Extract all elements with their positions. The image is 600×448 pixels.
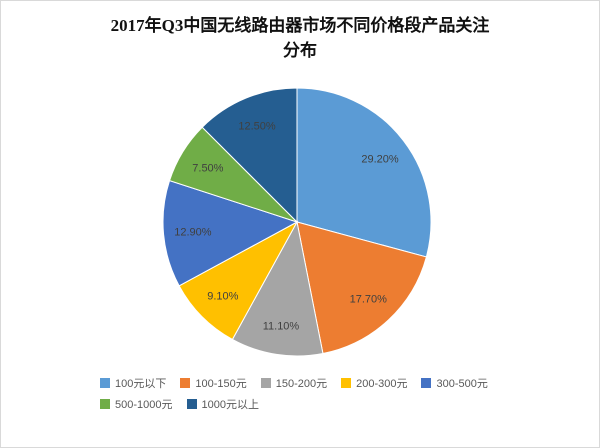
legend-label-3: 200-300元 [356, 378, 408, 391]
legend-label-0: 100元以下 [115, 378, 167, 391]
legend-swatch-6 [186, 399, 197, 410]
legend: 100元以下 100-150元 150-200元 200-300元 300-500元 50… [100, 375, 500, 412]
legend-item-1: 100-150元 [180, 375, 247, 391]
legend-swatch-2 [260, 378, 271, 389]
legend-swatch-1 [180, 378, 191, 389]
pie-plot: 29.20% 17.70% 11.10% 9.10% 12.90% 7.50% 12.50% [162, 87, 432, 357]
legend-label-4: 300-500元 [436, 378, 488, 391]
legend-item-6: 1000元以上 [186, 396, 259, 412]
legend-swatch-4 [421, 378, 432, 389]
pie-slice-0 [296, 87, 432, 258]
pie-data-label-5: 7.50% [192, 163, 223, 175]
legend-item-0: 100元以下 [100, 375, 166, 391]
pie-data-label-0: 29.20% [361, 154, 399, 166]
legend-label-1: 100-150元 [195, 378, 247, 391]
pie-slice-6 [201, 87, 298, 224]
pie-data-label-3: 9.10% [207, 291, 238, 303]
pie-data-label-2: 11.10% [263, 321, 300, 333]
legend-label-6: 1000元以上 [201, 399, 259, 412]
pie-slice-2 [231, 220, 324, 357]
legend-item-4: 300-500元 [421, 375, 488, 391]
chart-title-line2: 分布 [283, 40, 317, 60]
chart-title-line1: 2017年Q3中国无线路由器市场不同价格段产品关注 [110, 16, 490, 35]
pie-slice-4 [162, 180, 299, 287]
legend-label-2: 150-200元 [275, 378, 328, 391]
pie-slice-1 [296, 221, 427, 355]
legend-swatch-3 [341, 378, 352, 389]
legend-item-2: 150-200元 [260, 375, 328, 391]
chart-title: 2017年Q3中国无线路由器市场不同价格段产品关注 分布 [1, 14, 599, 63]
pie-data-label-1: 17.70% [350, 294, 388, 306]
legend-swatch-0 [100, 378, 110, 389]
legend-item-5: 500-1000元 [100, 396, 173, 412]
legend-label-5: 500-1000元 [115, 399, 173, 412]
legend-item-3: 200-300元 [341, 375, 407, 391]
pie-data-label-6: 12.50% [238, 121, 276, 133]
legend-swatch-5 [100, 399, 110, 410]
pie-data-label-4: 12.90% [174, 227, 212, 239]
